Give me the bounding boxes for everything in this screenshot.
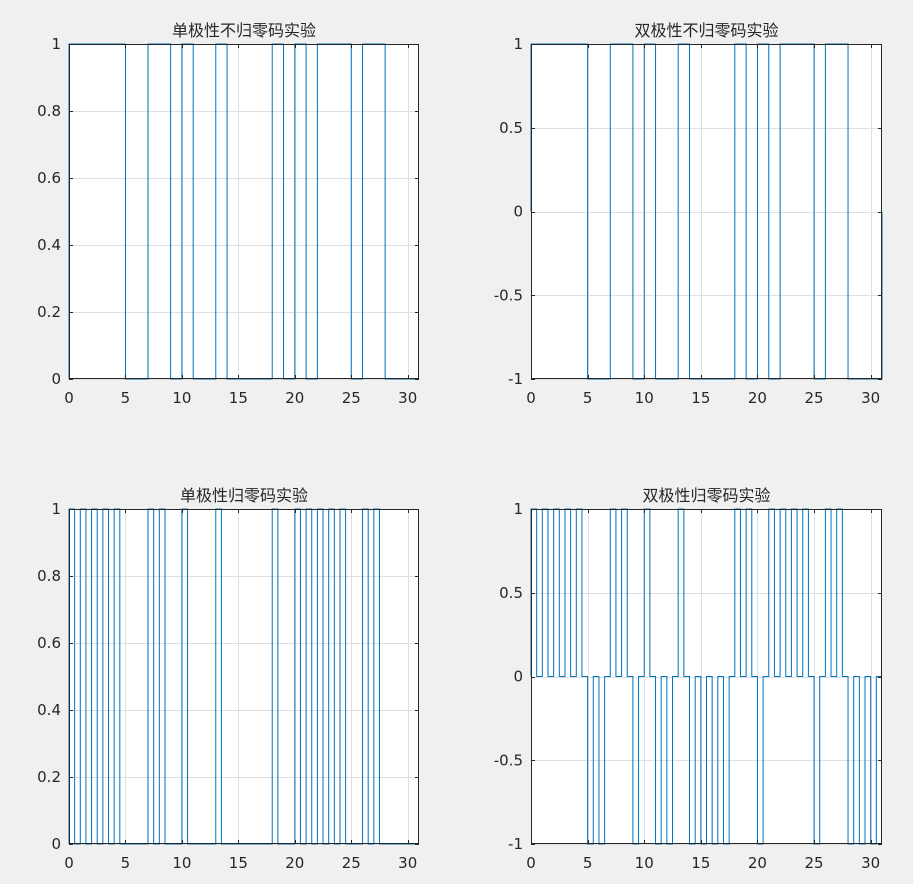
x-tick-label-1-0: 0 [64,389,74,407]
x-tick-label-1-4: 20 [285,389,304,407]
y-tick-label-2-4: 1 [513,35,523,53]
x-tick-label-4-1: 5 [583,854,593,872]
y-tick-label-1-5: 1 [51,35,61,53]
x-tick-label-3-3: 15 [229,854,248,872]
y-tick-label-2-1: -0.5 [494,286,523,304]
plot-area-3 [69,509,419,844]
axes-box-4 [531,509,882,844]
y-tick-label-3-3: 0.6 [37,634,61,652]
ticks-4: 0 5 10 15 20 25 30 -1 -0.5 0 0.5 1 [494,500,882,872]
chart-title-4: 双极性归零码实验 [642,486,770,505]
x-tick-label-4-3: 15 [691,854,710,872]
subplot-4: 0 5 10 15 20 25 30 -1 -0.5 0 0.5 1 双极性归零码实验 [494,486,882,872]
x-tick-label-3-0: 0 [64,854,74,872]
axes-box-3 [69,509,419,844]
y-tick-label-4-4: 1 [513,500,523,518]
axes-box-1 [69,44,419,379]
y-tick-label-2-0: -1 [508,370,523,388]
x-tick-label-2-3: 15 [691,389,710,407]
x-tick-label-3-4: 20 [285,854,304,872]
y-tick-label-1-2: 0.4 [37,236,61,254]
y-tick-label-2-3: 0.5 [499,119,523,137]
x-tick-label-4-0: 0 [526,854,536,872]
axes-box-2 [531,44,882,379]
ticks-1: 0 5 10 15 20 25 30 0 0.2 0.4 0.6 0.8 1 [37,35,419,407]
x-tick-label-2-5: 25 [805,389,824,407]
plot-area-1 [69,44,419,379]
x-tick-label-1-1: 5 [121,389,131,407]
x-tick-label-2-4: 20 [748,389,767,407]
y-tick-label-1-1: 0.2 [37,303,61,321]
chart-title-2: 双极性不归零码实验 [634,21,778,40]
x-tick-label-1-5: 25 [342,389,361,407]
x-tick-label-2-0: 0 [526,389,536,407]
x-tick-label-4-4: 20 [748,854,767,872]
y-tick-label-3-1: 0.2 [37,768,61,786]
x-tick-label-4-6: 30 [861,854,880,872]
subplot-1: 0 5 10 15 20 25 30 0 0.2 0.4 0.6 0.8 1 单极性不归零码实验 [37,21,419,407]
y-tick-label-4-0: -1 [508,835,523,853]
x-tick-label-4-5: 25 [805,854,824,872]
x-tick-label-3-5: 25 [342,854,361,872]
subplot-3: 0 5 10 15 20 25 30 0 0.2 0.4 0.6 0.8 1 单极性归零码实验 [37,486,419,872]
x-tick-label-2-2: 10 [635,389,654,407]
y-tick-label-3-4: 0.8 [37,567,61,585]
x-tick-label-3-1: 5 [121,854,131,872]
y-tick-label-4-2: 0 [513,668,523,686]
x-tick-label-1-3: 15 [229,389,248,407]
y-tick-label-4-1: -0.5 [494,751,523,769]
y-tick-label-1-3: 0.6 [37,169,61,187]
x-tick-label-3-2: 10 [172,854,191,872]
y-tick-label-3-0: 0 [51,835,61,853]
x-tick-label-2-6: 30 [861,389,880,407]
y-tick-label-3-2: 0.4 [37,701,61,719]
subplot-2: 0 5 10 15 20 25 30 -1 -0.5 0 0.5 1 双极性不归零码实验 [494,21,883,407]
plot-area-2 [531,44,882,379]
chart-title-1: 单极性不归零码实验 [172,21,316,40]
y-tick-label-3-5: 1 [51,500,61,518]
ticks-3: 0 5 10 15 20 25 30 0 0.2 0.4 0.6 0.8 1 [37,500,419,872]
y-tick-label-4-3: 0.5 [499,584,523,602]
y-tick-label-1-4: 0.8 [37,102,61,120]
y-tick-label-1-0: 0 [51,370,61,388]
x-tick-label-4-2: 10 [635,854,654,872]
chart-title-3: 单极性归零码实验 [180,486,308,505]
x-tick-label-2-1: 5 [583,389,593,407]
x-tick-label-1-6: 30 [398,389,417,407]
x-tick-label-3-6: 30 [398,854,417,872]
x-tick-label-1-2: 10 [172,389,191,407]
y-tick-label-2-2: 0 [513,203,523,221]
ticks-2: 0 5 10 15 20 25 30 -1 -0.5 0 0.5 1 [494,35,882,407]
